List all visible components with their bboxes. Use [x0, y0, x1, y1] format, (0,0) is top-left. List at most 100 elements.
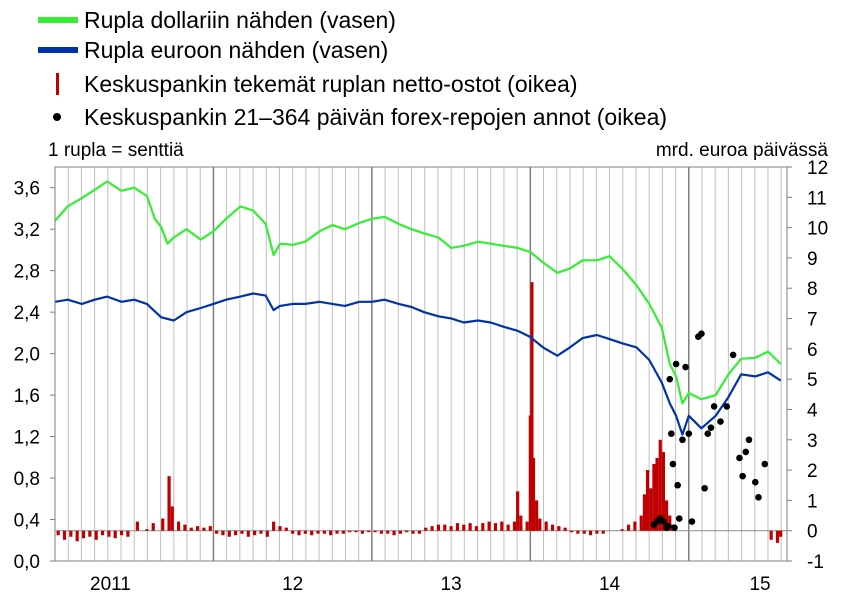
net-purchase-bar	[582, 530, 586, 534]
left-tick-label: 1,6	[14, 386, 40, 407]
net-purchase-bar	[661, 451, 666, 531]
repo-dot	[672, 360, 680, 368]
net-purchase-bar	[100, 530, 105, 536]
net-purchase-bar	[642, 494, 647, 531]
year-label: 14	[599, 574, 621, 595]
net-purchase-bar	[668, 515, 672, 531]
repo-dot	[674, 481, 681, 489]
right-tick-label: 10	[807, 219, 828, 240]
net-purchase-bar	[626, 524, 631, 531]
net-purchase-bar	[430, 526, 434, 531]
net-purchase-bar	[569, 530, 574, 533]
left-tick-label: 0,4	[14, 511, 41, 532]
net-purchase-bar	[265, 530, 269, 537]
net-purchase-bar	[234, 530, 238, 536]
legend-label-eur: Rupla euroon nähden (vasen)	[84, 36, 389, 63]
repo-dot	[682, 363, 689, 371]
repo-dot	[679, 436, 686, 444]
net-purchase-bar	[161, 518, 165, 531]
repo-dot	[675, 515, 683, 522]
net-purchase-bar	[436, 524, 441, 531]
net-purchase-bar	[775, 530, 780, 543]
repo-dot	[742, 448, 750, 456]
net-purchase-bar	[455, 523, 460, 531]
net-purchase-bar	[544, 521, 548, 531]
net-purchase-bar	[373, 530, 377, 533]
net-purchase-bar	[284, 527, 288, 531]
net-purchase-bar	[576, 530, 580, 534]
legend-item-eur: Rupla euroon nähden (vasen)	[38, 36, 388, 64]
legend-item-usd: Rupla dollariin nähden (vasen)	[38, 6, 396, 34]
net-purchase-bar	[335, 530, 339, 534]
net-purchase-bar	[348, 530, 352, 533]
net-purchase-bar	[462, 524, 466, 531]
net-purchase-bar	[443, 524, 447, 531]
net-purchase-bar	[468, 523, 472, 531]
net-purchase-bar	[69, 530, 73, 537]
right-tick-label: 2	[807, 461, 818, 482]
repo-dot	[671, 524, 678, 531]
left-tick-label: 3,6	[14, 179, 40, 200]
eur-rate-line	[54, 292, 782, 436]
net-purchase-bar	[411, 530, 415, 534]
net-purchase-bar	[538, 518, 542, 531]
net-purchase-bar	[94, 530, 98, 540]
net-purchase-bar	[354, 530, 358, 533]
repo-dot	[755, 494, 762, 501]
left-axis-ticks: 0,0 0,4 0,8 1,2 1,6 2,0 2,4 2,8 3,2 3,6	[14, 179, 55, 573]
net-purchase-bar	[398, 530, 403, 534]
year-label: 13	[441, 574, 462, 595]
right-tick-label: 3	[807, 431, 818, 452]
net-purchase-bar	[75, 530, 79, 542]
net-purchase-bar	[506, 524, 510, 531]
right-tick-label: 6	[807, 340, 818, 361]
net-purchase-bar	[215, 530, 219, 534]
net-purchase-bar	[655, 457, 659, 531]
net-purchase-bar	[449, 526, 453, 531]
left-tick-label: 2,8	[14, 262, 40, 283]
net-purchase-bar	[500, 521, 504, 531]
right-tick-label: 9	[807, 249, 818, 270]
repo-dot	[752, 478, 759, 486]
net-purchase-bar	[246, 530, 250, 537]
net-purchase-bar	[519, 515, 523, 531]
net-purchase-bar	[151, 523, 155, 531]
net-purchase-bar	[516, 491, 520, 531]
repo-dots	[650, 330, 769, 531]
legend-item-repo: Keskuspankin 21–364 päivän forex-repojen…	[38, 103, 667, 131]
net-purchase-bar	[550, 524, 555, 531]
net-purchase-bar	[639, 515, 643, 531]
left-tick-label: 3,2	[14, 220, 40, 241]
net-purchase-bar	[563, 527, 567, 531]
net-purchase-bar	[145, 529, 149, 531]
net-purchase-bar	[531, 457, 536, 531]
right-tick-label: 0	[807, 522, 818, 543]
year-label: 15	[749, 574, 770, 595]
net-purchase-bar	[493, 523, 498, 531]
net-purchase-bar	[379, 530, 383, 534]
net-purchase-bar	[595, 530, 599, 534]
net-purchase-bar	[113, 530, 117, 539]
repo-dot	[729, 351, 737, 359]
legend: Rupla dollariin nähden (vasen) Rupla eur…	[0, 0, 850, 140]
net-purchase-bar	[424, 527, 428, 531]
net-purchase-bar	[107, 530, 111, 537]
repo-dot	[660, 518, 667, 525]
net-purchase-bar	[56, 530, 60, 536]
left-axis-unit-label: 1 rupla = senttiä	[48, 140, 184, 161]
repo-dot	[717, 418, 724, 425]
left-tick-label: 2,4	[14, 303, 41, 324]
net-purchase-bar	[62, 530, 67, 540]
net-purchase-bar	[310, 530, 314, 536]
net-purchase-bar	[341, 530, 345, 534]
repo-dot	[666, 375, 674, 383]
net-purchase-bar	[658, 439, 662, 531]
repo-dot	[736, 454, 743, 462]
net-purchase-bar	[316, 530, 320, 534]
repo-dot	[688, 518, 696, 525]
net-purchase-bar	[633, 521, 637, 531]
repo-dot	[739, 472, 746, 480]
repo-dot	[704, 430, 712, 438]
